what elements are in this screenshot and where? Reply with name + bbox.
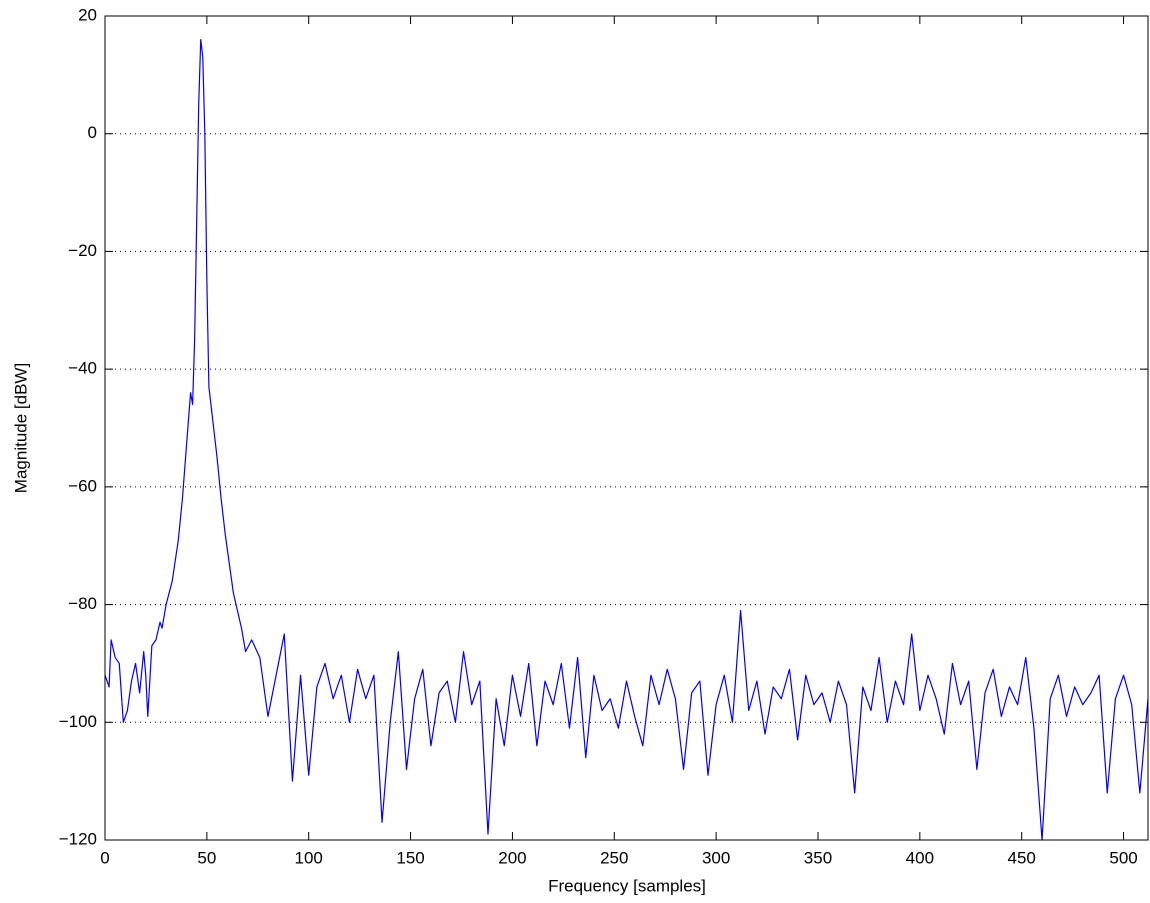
x-tick-label: 100 <box>295 848 323 867</box>
x-tick-label: 250 <box>600 848 628 867</box>
x-tick-label: 150 <box>396 848 424 867</box>
x-tick-label: 500 <box>1109 848 1137 867</box>
x-tick-label: 400 <box>906 848 934 867</box>
y-tick-label: −80 <box>68 594 97 613</box>
x-tick-label: 300 <box>702 848 730 867</box>
y-axis-label: Magnitude [dBW] <box>11 363 30 493</box>
y-tick-label: 0 <box>88 123 97 142</box>
data-line <box>104 38 1149 841</box>
x-tick-label: 0 <box>100 848 109 867</box>
y-tick-label: −120 <box>59 829 97 848</box>
y-tick-label: 20 <box>78 5 97 24</box>
y-tick-label: −100 <box>59 712 97 731</box>
x-tick-label: 450 <box>1008 848 1036 867</box>
x-tick-label: 50 <box>197 848 216 867</box>
y-tick-label: −40 <box>68 359 97 378</box>
y-tick-label: −20 <box>68 241 97 260</box>
x-axis-label: Frequency [samples] <box>548 876 706 895</box>
x-tick-label: 350 <box>804 848 832 867</box>
x-tick-label: 200 <box>498 848 526 867</box>
y-tick-label: −60 <box>68 476 97 495</box>
plot-frame <box>104 15 1149 841</box>
